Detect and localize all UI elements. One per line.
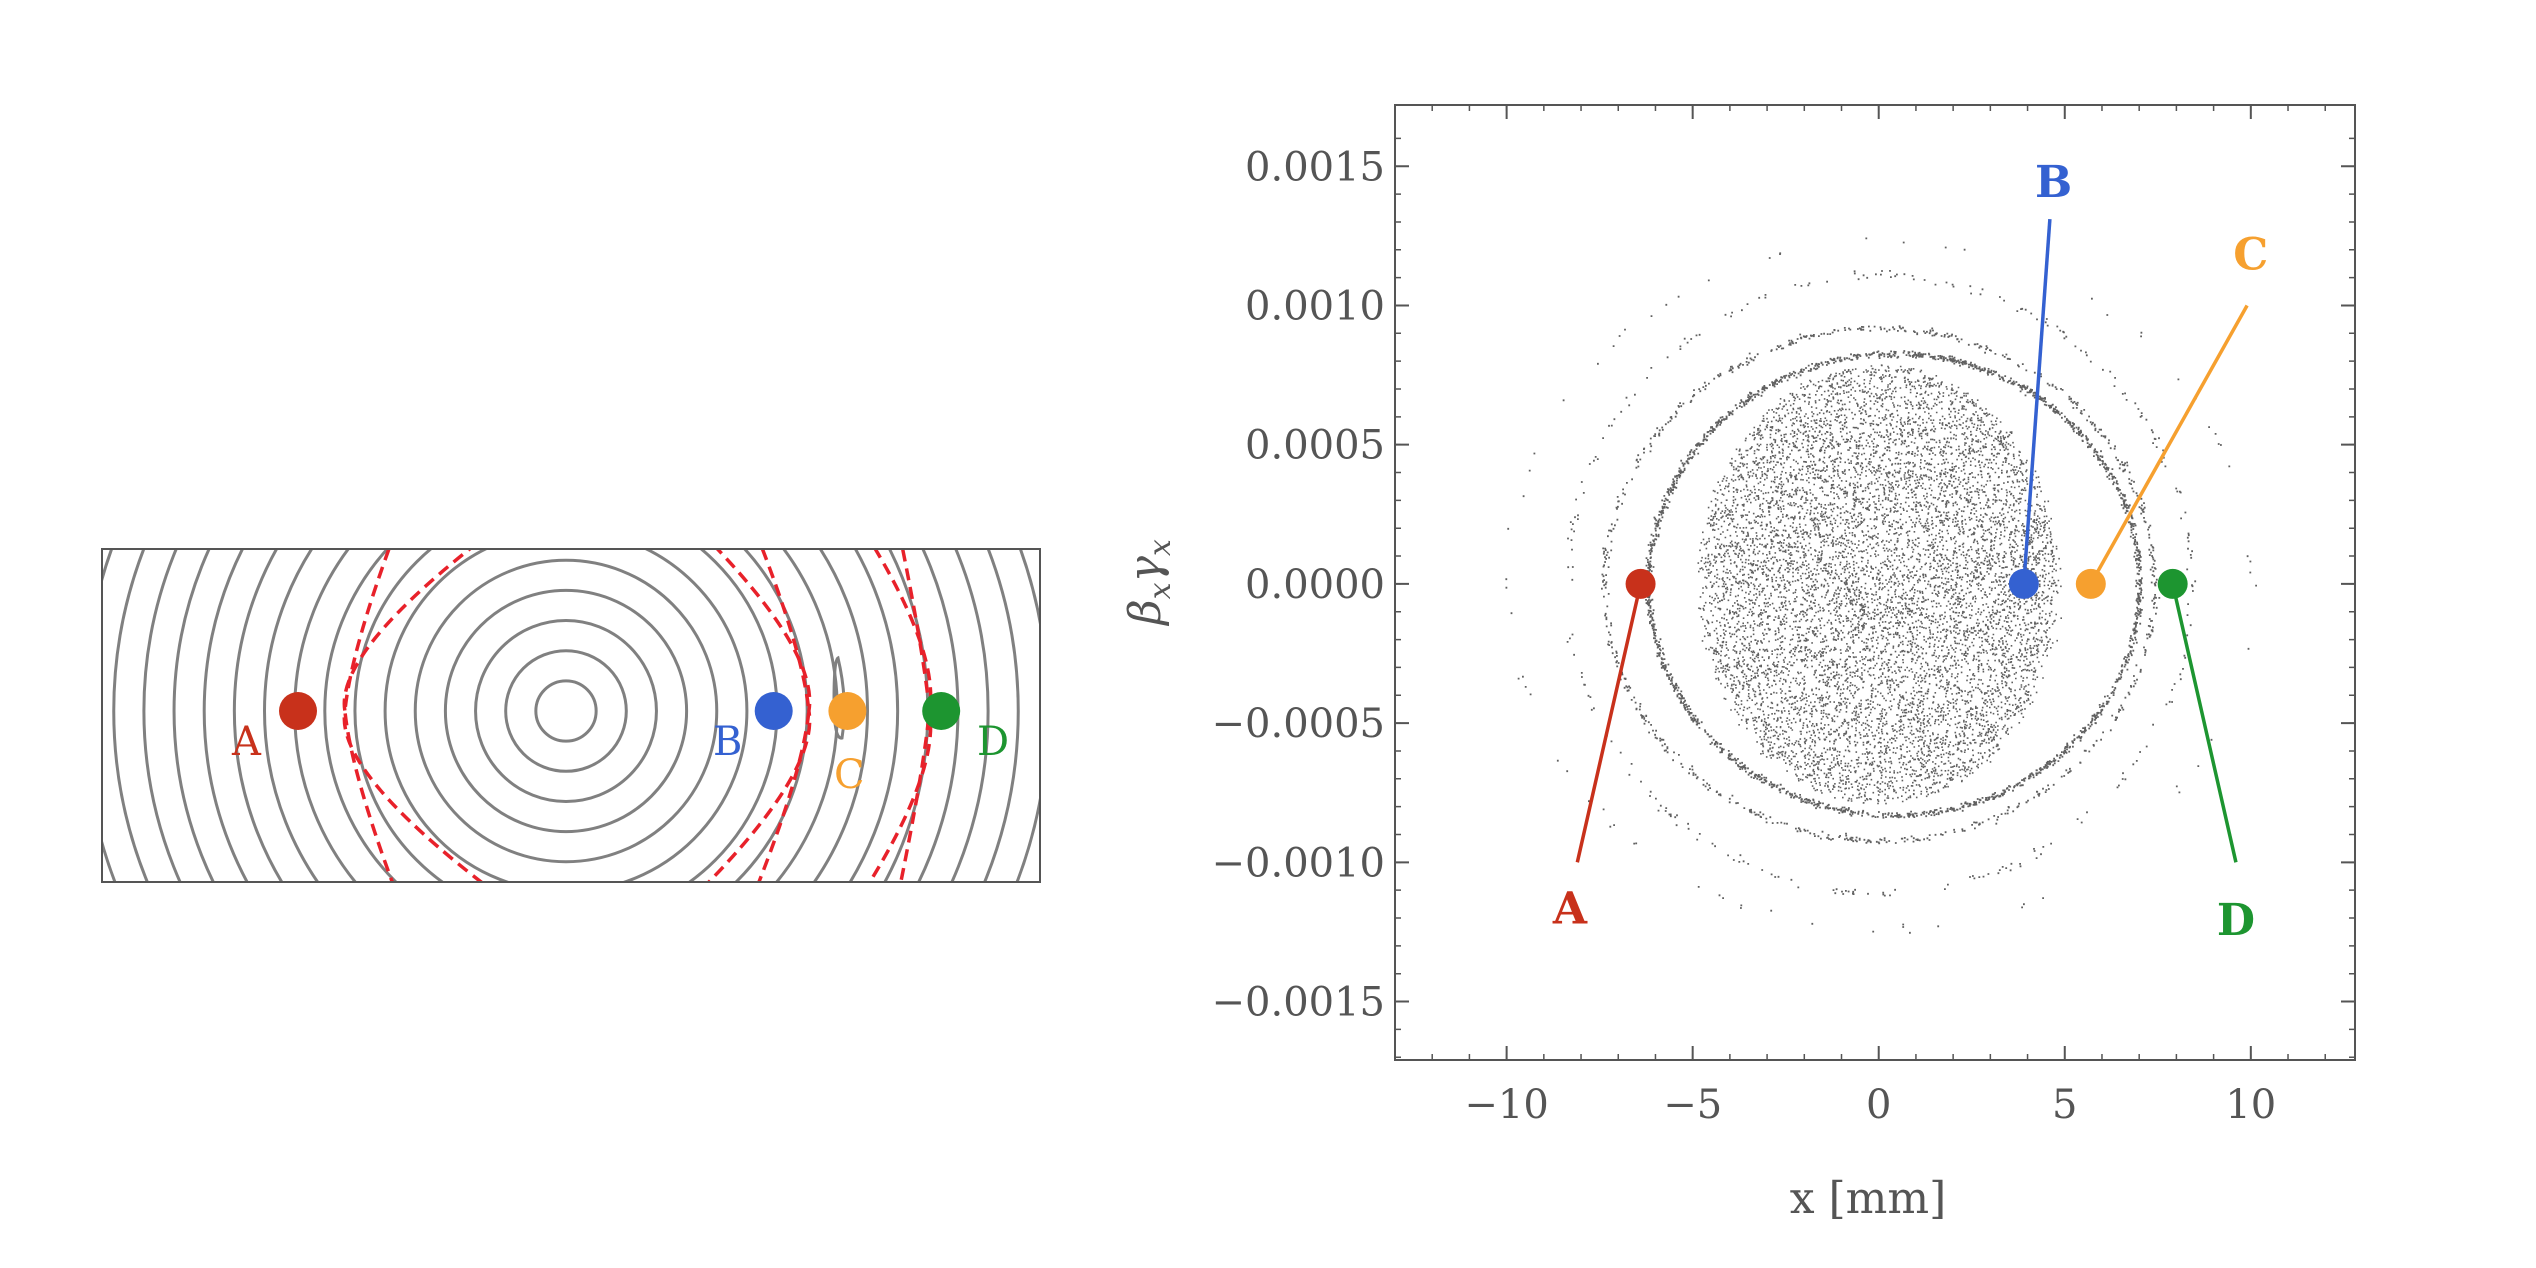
contour-ring-7 bbox=[353, 549, 779, 882]
y-tick-label-5: −0.0005 bbox=[1212, 701, 1385, 747]
scatter-marker-b bbox=[2008, 568, 2039, 599]
scatter-marker-d bbox=[2157, 568, 2188, 599]
x-tick-label-3: 0 bbox=[1866, 1082, 1891, 1128]
contour-ring-4 bbox=[443, 588, 689, 834]
contour-ring-15 bbox=[112, 549, 1020, 882]
contour-panel: A B C D bbox=[101, 548, 1041, 883]
x-ticks: −10 −5 0 5 10 bbox=[1464, 105, 2276, 1128]
contour-ring-8 bbox=[323, 549, 809, 882]
contour-ring-2 bbox=[504, 649, 628, 773]
y-tick-label-7: −0.0015 bbox=[1212, 980, 1385, 1026]
leader-lines bbox=[1575, 219, 2249, 863]
minor-tick-marks bbox=[1395, 105, 2355, 1060]
y-tick-label-4: 0.0000 bbox=[1245, 562, 1385, 608]
scatter-label-c: C bbox=[2233, 229, 2268, 280]
contour-marker-c bbox=[828, 692, 867, 730]
y-axis-title: βxγx bbox=[1120, 539, 1178, 627]
leader-line-b bbox=[2022, 219, 2052, 585]
leader-line-a bbox=[1575, 583, 1643, 863]
contour-ring-14 bbox=[142, 549, 990, 882]
plot-frame bbox=[1394, 104, 2356, 1061]
scatter-points bbox=[1505, 237, 2257, 934]
separatrix-outer-1 bbox=[343, 549, 395, 882]
contour-ring-6 bbox=[383, 549, 749, 882]
scatter-panel: −10 −5 0 5 10 0.0015 0.0010 0.0005 0.0000 −0.000… bbox=[1120, 104, 2356, 1224]
x-tick-label-4: 5 bbox=[2052, 1082, 2077, 1128]
contour-marker-d bbox=[922, 692, 961, 730]
y-tick-label-2: 0.0010 bbox=[1245, 283, 1385, 329]
y-ticks: 0.0015 0.0010 0.0005 0.0000 −0.0005 −0.0010 −0… bbox=[1212, 144, 2355, 1026]
left-label-b: B bbox=[713, 719, 742, 765]
left-label-c: C bbox=[834, 752, 865, 798]
leader-line-c bbox=[2089, 304, 2249, 585]
contour-ring-11 bbox=[232, 549, 900, 882]
left-label-d: D bbox=[977, 719, 1009, 765]
separatrix-inner-2 bbox=[706, 549, 812, 882]
scatter-label-a: A bbox=[1552, 884, 1588, 935]
separatrix-inner-1 bbox=[342, 549, 485, 882]
scatter-cloud bbox=[1505, 237, 2257, 934]
x-axis-title: x [mm] bbox=[1790, 1173, 1947, 1224]
x-tick-label-2: −5 bbox=[1663, 1082, 1722, 1128]
y-tick-label-6: −0.0010 bbox=[1212, 840, 1385, 886]
contour-marker-a bbox=[279, 692, 317, 730]
contour-ring-3 bbox=[474, 619, 658, 803]
minor-ticks bbox=[1395, 105, 2355, 1060]
contour-frame bbox=[101, 548, 1041, 883]
contour-ring-10 bbox=[263, 549, 869, 882]
scatter-marker-c bbox=[2075, 568, 2106, 599]
scatter-marker-a bbox=[1625, 568, 1656, 599]
x-tick-label-1: −10 bbox=[1464, 1082, 1548, 1128]
contour-marker-b bbox=[754, 692, 793, 730]
contour-ring-1 bbox=[534, 679, 598, 743]
contour-ring-16 bbox=[102, 549, 1040, 882]
contour-markers bbox=[279, 692, 961, 730]
leader-line-d bbox=[2170, 583, 2238, 863]
x-tick-label-5: 10 bbox=[2225, 1082, 2276, 1128]
scatter-point-labels: A B C D bbox=[1552, 157, 2269, 946]
scatter-label-b: B bbox=[2035, 157, 2072, 208]
y-tick-label-1: 0.0015 bbox=[1245, 144, 1385, 190]
y-tick-label-3: 0.0005 bbox=[1245, 423, 1385, 469]
left-label-a: A bbox=[231, 719, 262, 765]
contour-ring-5 bbox=[413, 558, 719, 864]
scatter-markers bbox=[1625, 568, 2188, 599]
scatter-label-d: D bbox=[2217, 895, 2255, 946]
svg-text:βxγx: βxγx bbox=[1120, 539, 1178, 627]
